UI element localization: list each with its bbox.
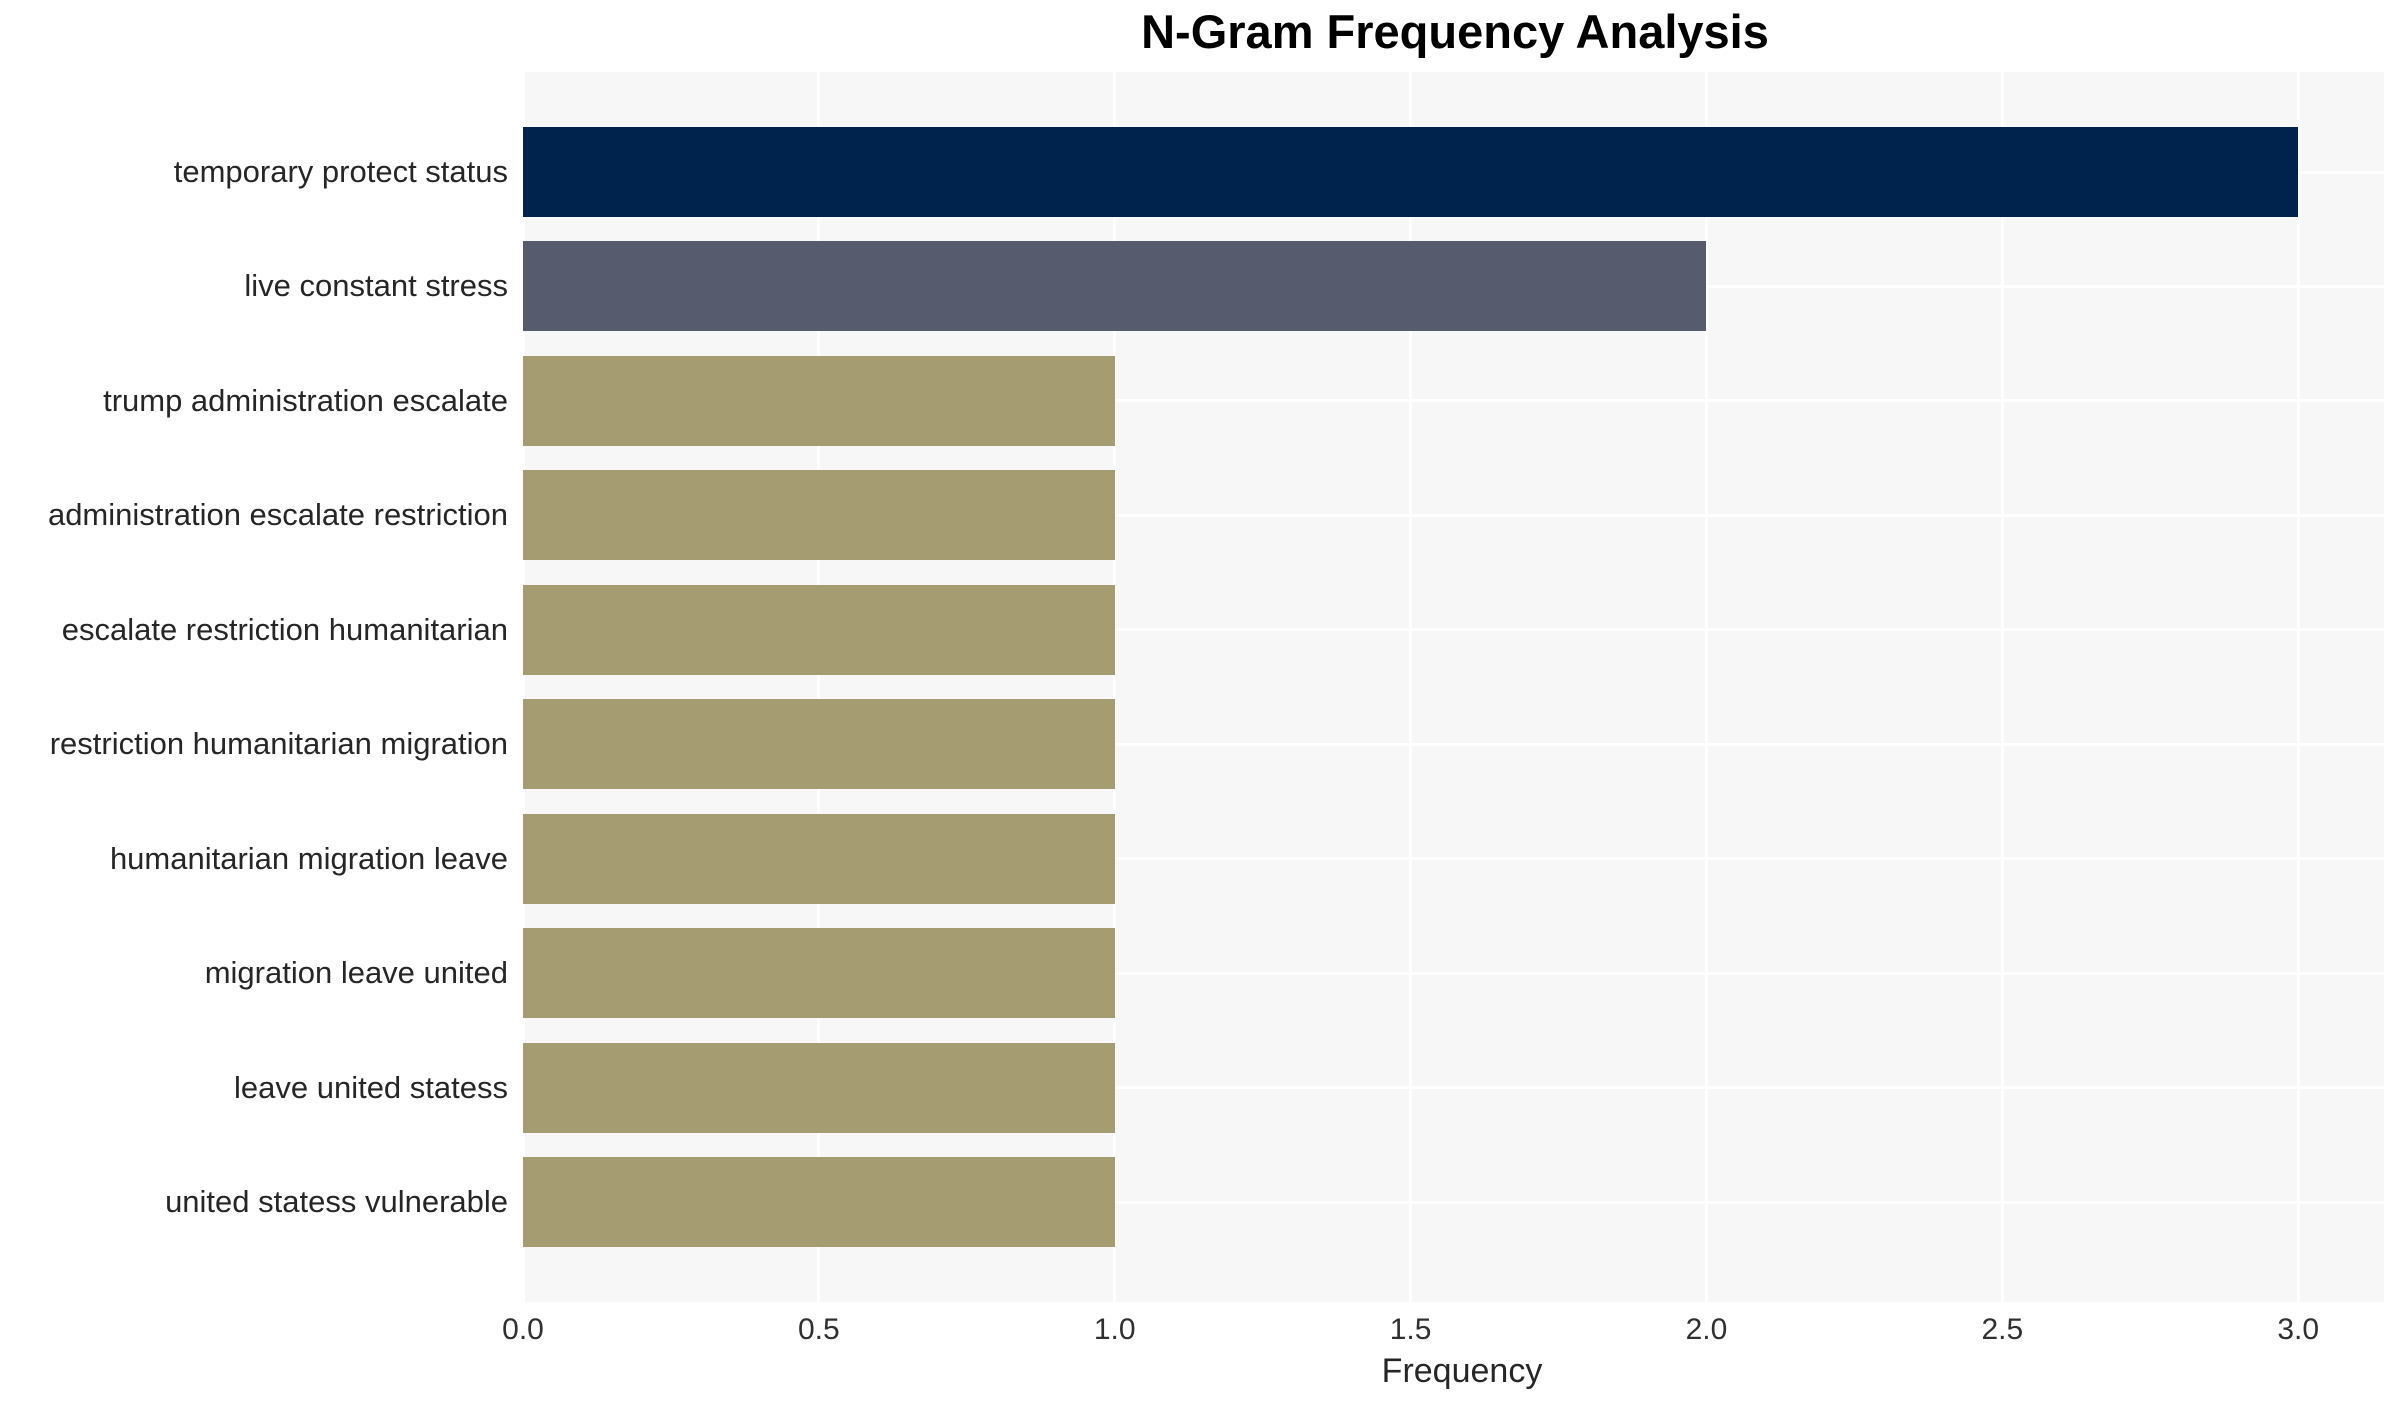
x-axis-title: Frequency	[1381, 1352, 1543, 1390]
y-axis-label: humanitarian migration leave	[109, 840, 508, 876]
vertical-gridline	[521, 72, 525, 1302]
bar-4	[523, 470, 1115, 561]
horizontal-gridline	[523, 628, 2384, 632]
horizontal-gridline	[523, 1086, 2384, 1090]
y-axis-label: administration escalate restriction	[47, 497, 508, 533]
y-axis-label: migration leave united	[204, 955, 508, 991]
chart-title: N-Gram Frequency Analysis	[1141, 5, 1769, 58]
bar-7	[523, 813, 1115, 904]
horizontal-gridline	[523, 742, 2384, 746]
horizontal-gridline	[523, 399, 2384, 403]
vertical-gridline	[1409, 72, 1413, 1302]
bar-1	[523, 127, 2299, 217]
vertical-gridline	[1704, 72, 1708, 1302]
y-axis-label: live constant stress	[244, 268, 508, 304]
x-tick-label: 1.5	[1389, 1313, 1432, 1346]
bar-10	[523, 1157, 1115, 1247]
x-tick-label: 2.0	[1685, 1313, 1728, 1346]
bar-3	[523, 355, 1115, 446]
y-axis-label: escalate restriction humanitarian	[61, 611, 508, 647]
x-tick-label: 3.0	[2277, 1313, 2320, 1346]
y-axis-label: leave united statess	[233, 1069, 508, 1105]
vertical-gridline	[2296, 72, 2300, 1302]
x-tick-label: 0.5	[798, 1313, 840, 1346]
plot-area	[521, 72, 2384, 1302]
y-axis-label: united statess vulnerable	[165, 1184, 508, 1219]
y-axis-label: temporary protect status	[173, 154, 508, 189]
bar-5	[523, 584, 1115, 675]
bar-2	[523, 241, 1707, 332]
x-tick-label: 1.0	[1093, 1313, 1136, 1346]
x-tick-label: 2.5	[1981, 1313, 2024, 1346]
bar-6	[523, 699, 1115, 790]
vertical-gridline	[817, 72, 821, 1302]
vertical-gridline	[2000, 72, 2004, 1302]
horizontal-gridline	[523, 971, 2384, 975]
y-axis-label: restriction humanitarian migration	[49, 726, 508, 762]
horizontal-gridline	[523, 857, 2384, 861]
horizontal-gridline	[523, 1200, 2384, 1204]
vertical-gridline	[1113, 72, 1117, 1302]
bar-9	[523, 1042, 1115, 1133]
bar-8	[523, 928, 1115, 1019]
x-tick-label: 0.0	[502, 1313, 544, 1346]
y-axis-label: trump administration escalate	[103, 382, 508, 418]
horizontal-gridline	[523, 513, 2384, 517]
